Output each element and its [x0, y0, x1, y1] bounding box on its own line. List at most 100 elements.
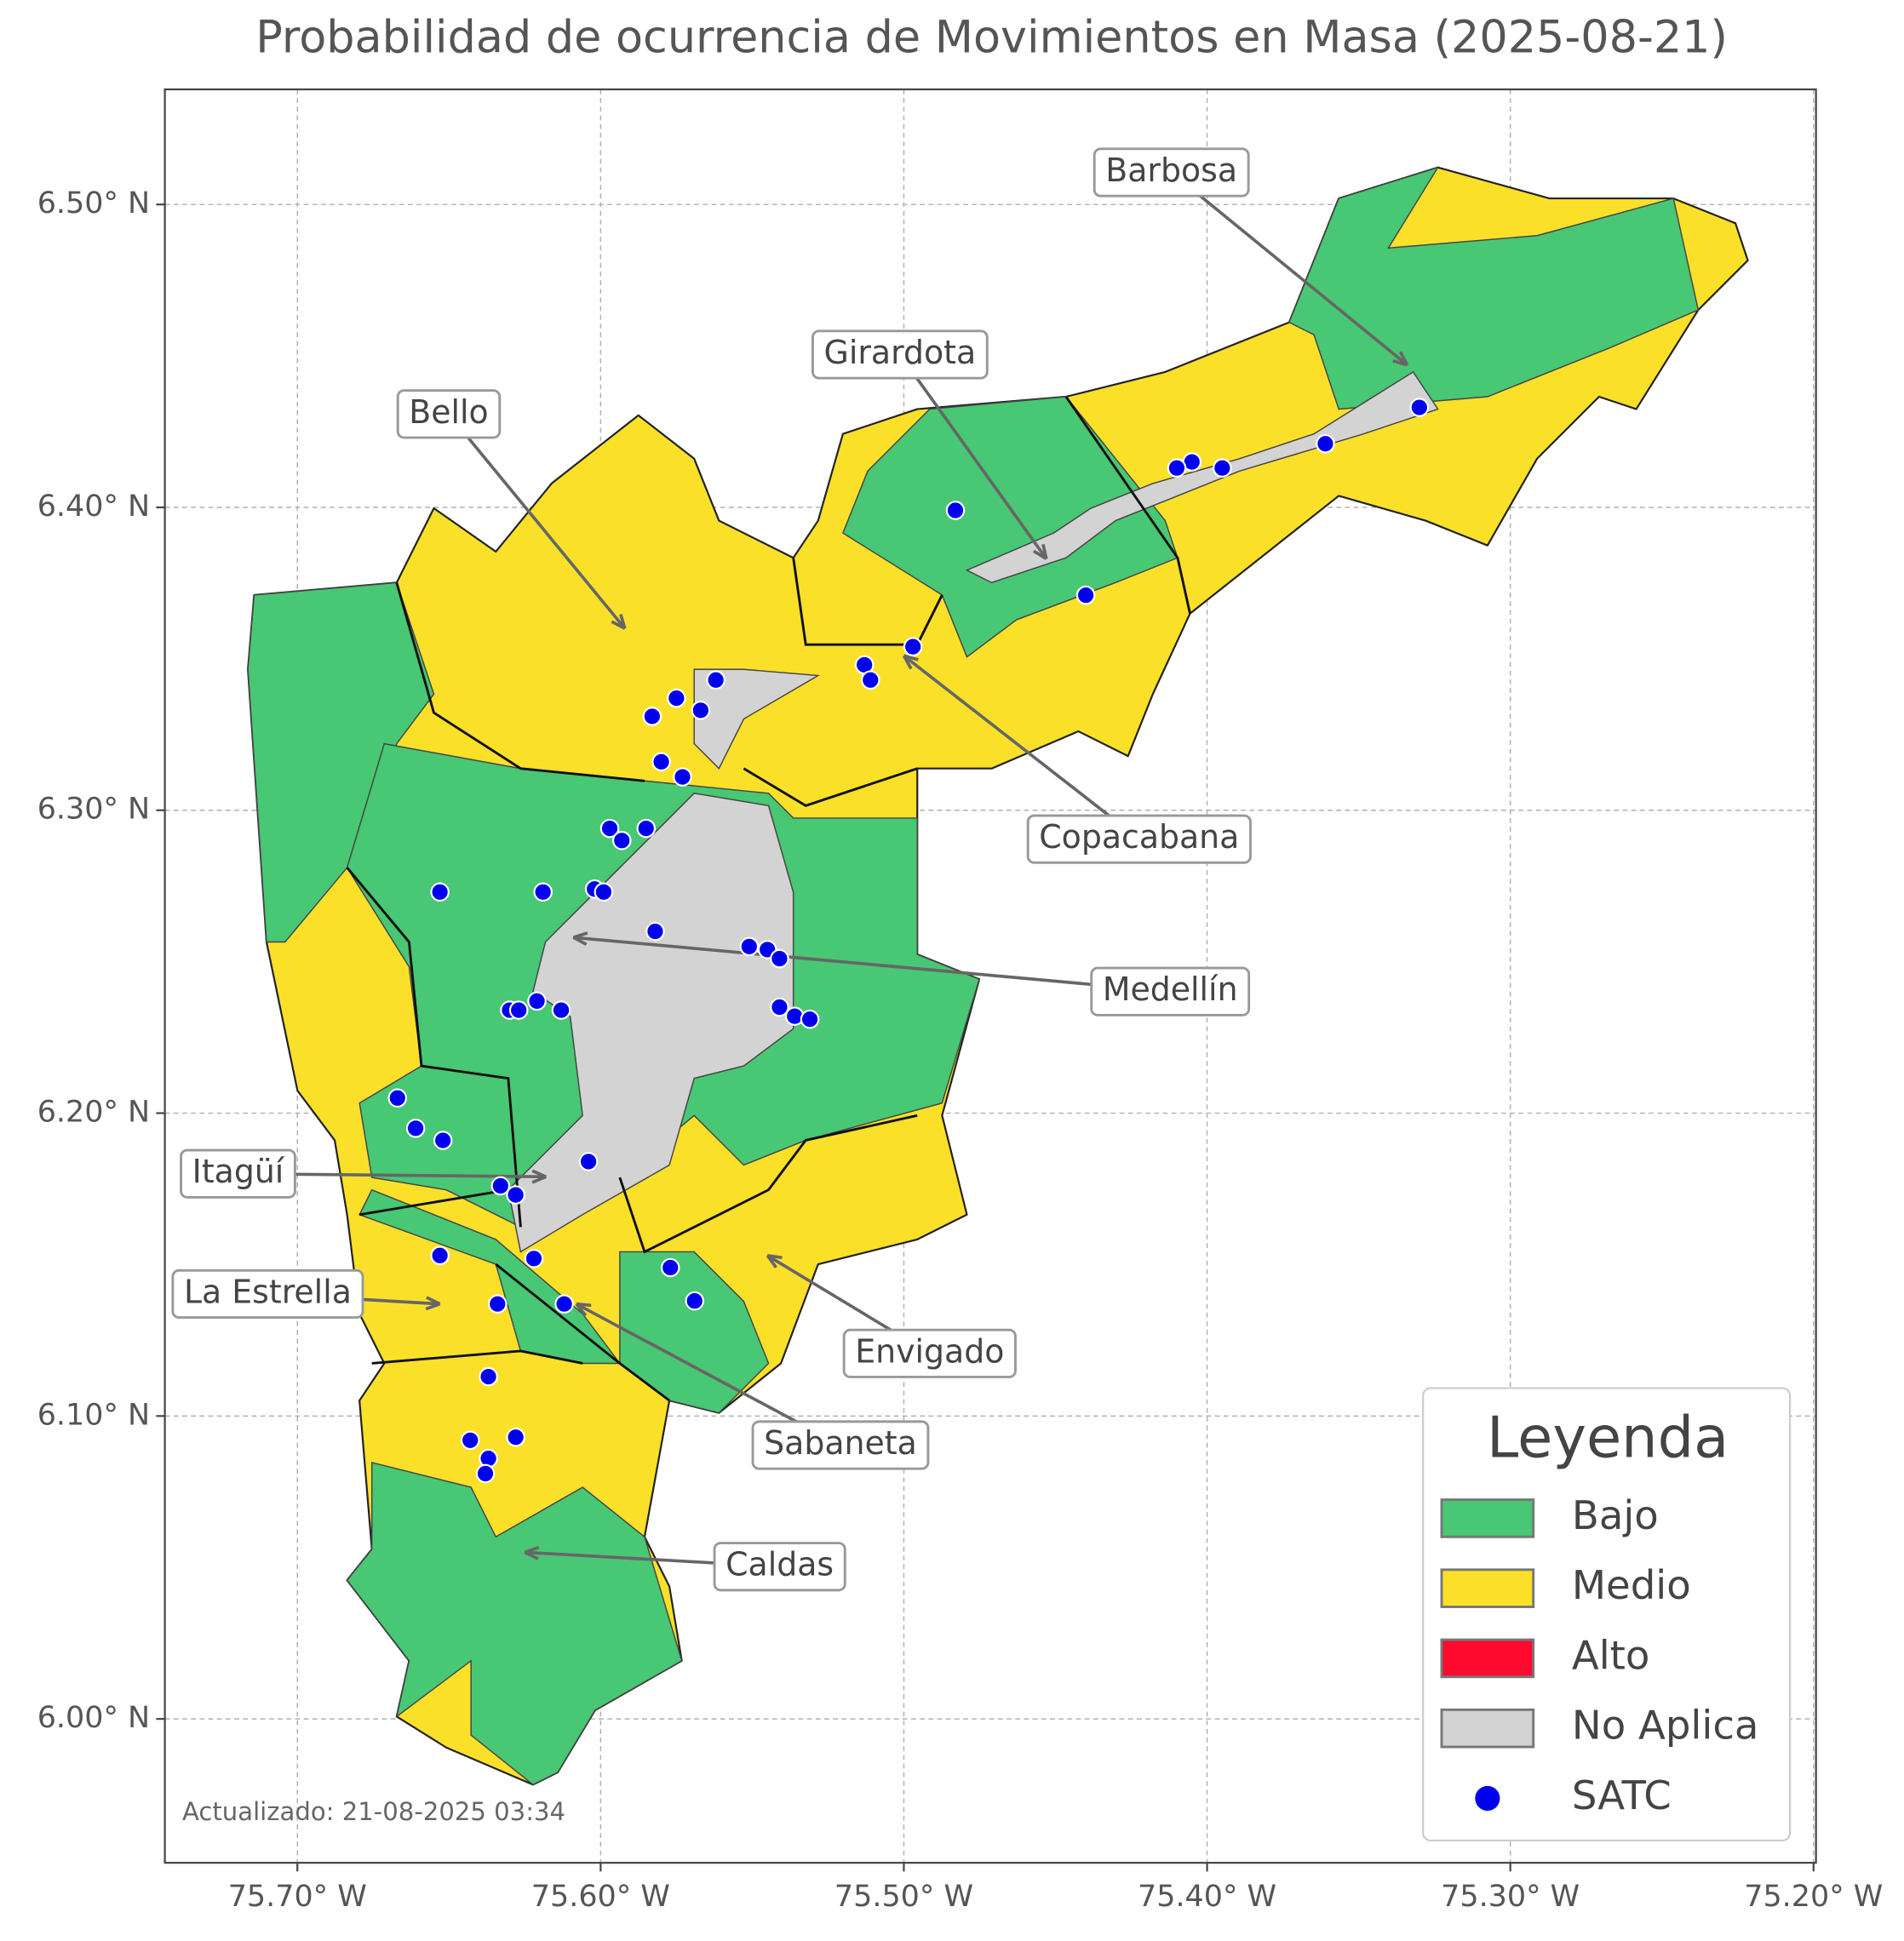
x-tick-label: 75.50° W — [834, 1880, 973, 1914]
zone-no-aplica — [693, 668, 821, 770]
annotation-label: Copacabana — [1039, 818, 1239, 856]
satc-station — [673, 767, 692, 787]
satc-station — [387, 1088, 408, 1108]
annotation-label: La Estrella — [184, 1273, 352, 1310]
region-map — [247, 166, 1749, 1786]
satc-station — [430, 882, 450, 902]
satc-station — [599, 818, 620, 839]
map-title: Probabilidad de ocurrencia de Movimiento… — [255, 11, 1728, 63]
annotations: Barbosa Girardota Bello Copacabana Medellín I… — [171, 147, 1409, 1592]
annotation-box — [1093, 147, 1250, 198]
legend-marker — [1475, 1785, 1500, 1811]
annotation-label: Caldas — [725, 1546, 834, 1583]
footnote: Actualizado: 21-08-2025 03:34 — [182, 1797, 565, 1826]
annotation-box — [180, 1148, 296, 1199]
legend-title: Leyenda — [1487, 1405, 1729, 1471]
satc-station — [636, 818, 657, 839]
annotation-box — [811, 329, 989, 380]
satc-station — [578, 1152, 599, 1171]
legend: Leyenda Bajo Medio Alto No Aplica SATC — [1422, 1387, 1792, 1842]
satc-station — [770, 997, 789, 1017]
x-tick-label: 75.70° W — [228, 1880, 367, 1914]
satc-station — [551, 1000, 571, 1020]
annotation-arrow — [1170, 171, 1408, 367]
annotation-label: Itagüí — [192, 1153, 285, 1190]
x-tick-label: 75.20° W — [1744, 1880, 1883, 1914]
satc-station — [430, 1245, 450, 1266]
zone-no-aplica — [508, 793, 794, 1253]
x-tick-label: 75.60° W — [531, 1880, 670, 1914]
satc-station — [1316, 433, 1335, 454]
annotation-label: Envigado — [855, 1332, 1004, 1370]
satc-station — [524, 1249, 544, 1268]
region-outline — [247, 166, 1749, 1786]
satc-station — [1167, 458, 1187, 478]
satc-station — [739, 936, 760, 957]
arrow-head — [1032, 544, 1048, 561]
satc-station — [594, 882, 614, 902]
satc-station — [1409, 398, 1430, 417]
y-tick-label: 6.30° N — [37, 793, 150, 827]
arrow-head — [531, 1169, 547, 1184]
annotation-box — [713, 1542, 846, 1592]
legend-swatch — [1440, 1638, 1535, 1679]
legend-label: No Aplica — [1572, 1703, 1759, 1749]
satc-station — [554, 1294, 574, 1314]
satc-station — [691, 701, 711, 720]
arrow-head — [425, 1296, 441, 1311]
y-tick-label: 6.50° N — [37, 186, 150, 220]
satc-station — [903, 637, 923, 656]
y-tick-label: 6.20° N — [37, 1096, 150, 1130]
legend-swatch — [1440, 1708, 1535, 1749]
y-tick-label: 6.40° N — [37, 490, 150, 524]
satc-station — [861, 670, 880, 690]
legend-label: Alto — [1572, 1632, 1650, 1678]
zone-no-aplica — [965, 370, 1439, 584]
annotation-label: Barbosa — [1105, 152, 1237, 189]
satc-station — [1075, 585, 1096, 605]
legend-swatch — [1440, 1568, 1535, 1608]
y-tick-label: 6.10° N — [37, 1398, 150, 1432]
satc-station — [706, 670, 725, 690]
annotation-arrow — [903, 654, 1140, 841]
annotation-arrow — [573, 936, 1171, 993]
arrow-head — [572, 931, 588, 947]
satc-station — [660, 1257, 680, 1278]
satc-station — [479, 1366, 498, 1387]
ticks: 75.70° W 75.60° W 75.50° W 75.40° W 75.30° W… — [37, 186, 1884, 1914]
annotation-label: Bello — [409, 393, 488, 431]
annotation-arrow — [898, 353, 1048, 560]
satc-station — [645, 921, 665, 942]
arrow-head — [902, 654, 919, 670]
satc-station — [490, 1176, 511, 1196]
zone-bajo — [1288, 166, 1700, 410]
arrow-head — [1392, 351, 1409, 367]
satc-station — [405, 1119, 426, 1138]
satc-station — [611, 831, 632, 850]
annotation-box — [171, 1268, 364, 1320]
satc-station — [487, 1294, 508, 1314]
annotation-label: Medellín — [1103, 970, 1238, 1008]
annotation-box — [1090, 966, 1251, 1016]
legend-label: Medio — [1572, 1562, 1691, 1608]
satc-station — [945, 501, 966, 520]
arrow-head — [524, 1545, 540, 1560]
arrow-head — [575, 1302, 592, 1317]
satc-station — [433, 1131, 453, 1150]
annotation-box — [751, 1420, 930, 1470]
satc-station — [800, 1009, 820, 1029]
annotation-arrow — [447, 413, 627, 630]
annotation-box — [842, 1328, 1017, 1378]
zone-bajo — [841, 396, 1179, 658]
legend-label: SATC — [1572, 1772, 1672, 1818]
arrow-head — [611, 614, 627, 630]
annotation-label: Sabaneta — [764, 1424, 917, 1462]
satc-station — [527, 991, 547, 1011]
satc-station — [508, 1000, 529, 1020]
x-tick-label: 75.40° W — [1138, 1880, 1276, 1914]
y-tick-label: 6.00° N — [37, 1701, 150, 1735]
satc-station — [506, 1427, 525, 1447]
satc-station — [1213, 458, 1232, 478]
x-tick-label: 75.30° W — [1441, 1880, 1580, 1914]
